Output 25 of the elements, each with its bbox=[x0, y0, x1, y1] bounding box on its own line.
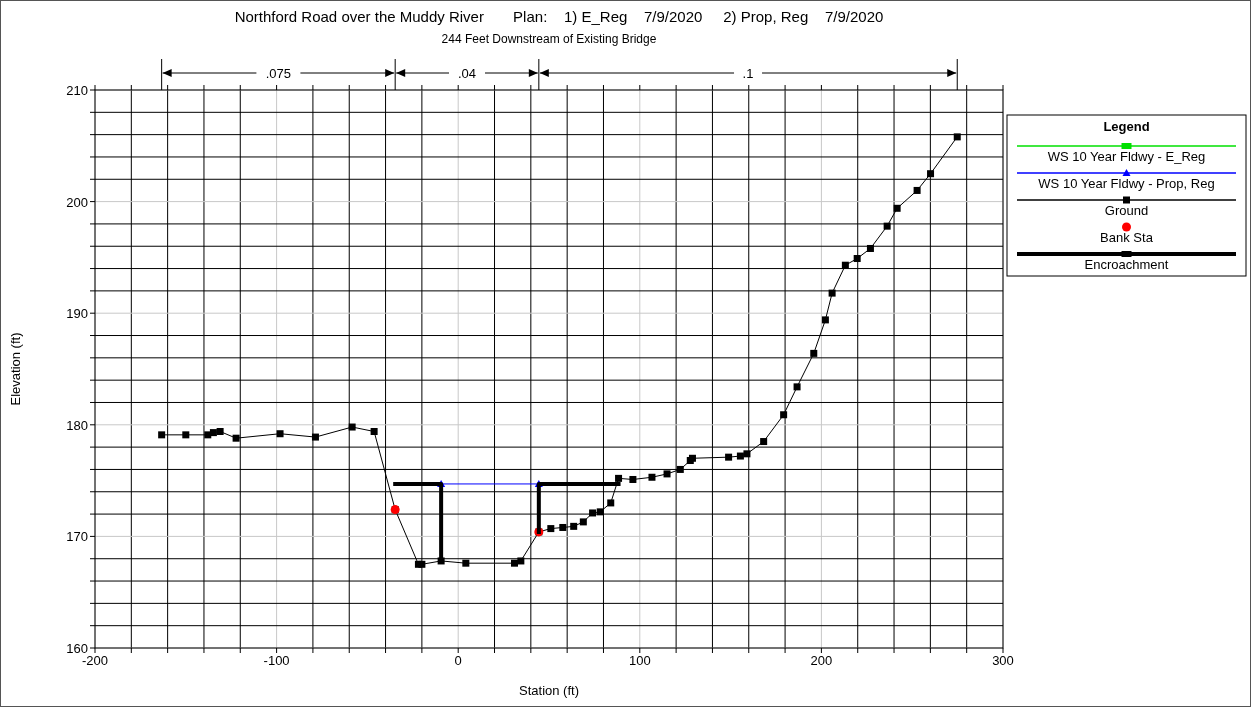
x-axis-title: Station (ft) bbox=[519, 683, 579, 698]
y-tick-label: 180 bbox=[66, 417, 88, 433]
text: .075 bbox=[265, 66, 292, 81]
chart-subtitle: 244 Feet Downstream of Existing Bridge bbox=[441, 32, 657, 46]
x-tick-label: 300 bbox=[992, 653, 1014, 668]
legend-label: WS 10 Year Fldwy - Prop, Reg bbox=[1038, 176, 1215, 191]
x-tick-label: 0 bbox=[454, 653, 462, 668]
legend-label: Ground bbox=[1104, 203, 1149, 218]
legend-label: Encroachment bbox=[1084, 257, 1169, 272]
x-tick-label: -200 bbox=[81, 653, 109, 668]
y-axis-title: Elevation (ft) bbox=[8, 332, 23, 406]
x-tick-label: 100 bbox=[628, 653, 651, 668]
legend-label: Bank Sta bbox=[1100, 230, 1154, 245]
chart-title: Northford Road over the Muddy River Plan: 1) E_Reg 7/9/2020 2) Prop, Reg 7/9/2020 bbox=[234, 8, 884, 25]
legend-label: WS 10 Year Fldwy - E_Reg bbox=[1047, 149, 1206, 164]
y-tick-label: 210 bbox=[66, 83, 88, 98]
y-tick-label: 170 bbox=[66, 529, 88, 545]
x-tick-label: -100 bbox=[263, 653, 290, 668]
y-tick-label: 160 bbox=[66, 641, 88, 656]
y-tick-label: 190 bbox=[66, 306, 88, 322]
text: .04 bbox=[457, 66, 477, 81]
y-tick-label: 200 bbox=[66, 194, 88, 210]
legend-title: Legend bbox=[1103, 119, 1150, 134]
x-tick-label: 200 bbox=[810, 653, 833, 668]
text: .1 bbox=[742, 66, 754, 81]
